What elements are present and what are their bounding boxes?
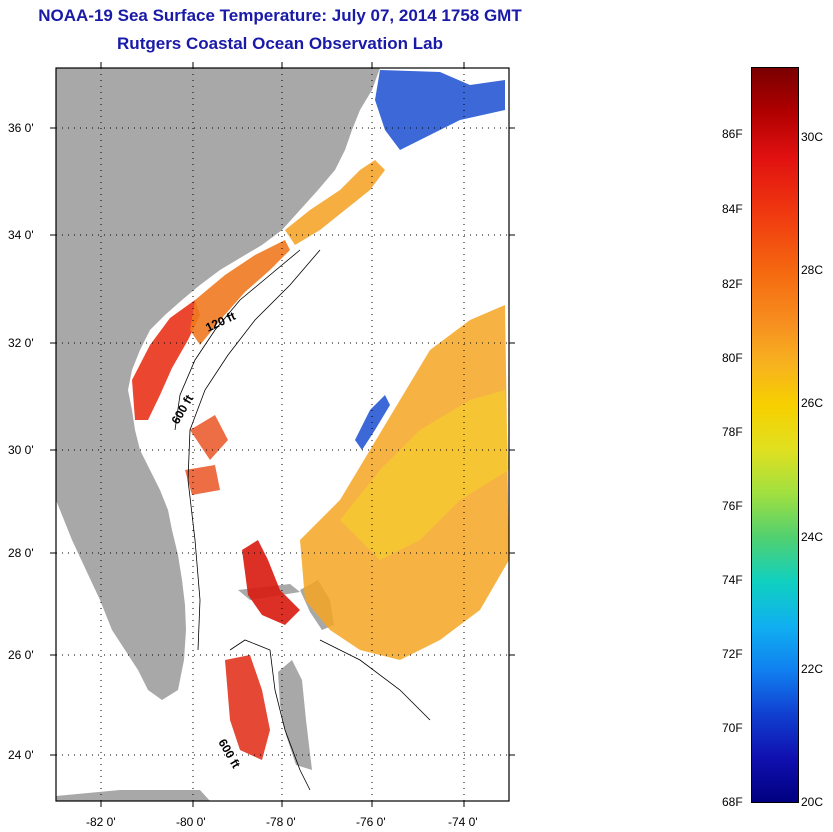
colorbar-label-68f: 68F (722, 795, 743, 809)
isobath-600ft (187, 249, 321, 651)
colorbar-label-20c: 20C (801, 795, 824, 809)
lon-label-74: -74 0' (448, 815, 478, 829)
sst-scatter-north (185, 415, 228, 495)
colorbar-label-82f: 82F (722, 277, 743, 291)
colorbar-label-86f: 86F (722, 127, 743, 141)
colorbar-label-30c: 30C (801, 130, 824, 144)
isobath-120ft (174, 249, 301, 431)
land-andros (278, 660, 312, 770)
sst-open-ocean-yellow (340, 390, 509, 560)
sst-coastal-warm (132, 300, 200, 420)
colorbar-label-80f: 80F (722, 351, 743, 365)
sst-bahamas-red (242, 540, 300, 625)
temperature-colorbar (751, 67, 799, 803)
map-subtitle: Rutgers Coastal Ocean Observation Lab (117, 34, 443, 53)
lon-label-78: -78 0' (266, 815, 296, 829)
colorbar-label-84f: 84F (722, 202, 743, 216)
lon-label-82: -82 0' (86, 815, 116, 829)
colorbar-label-76f: 76F (722, 499, 743, 513)
sst-ne-band (285, 160, 385, 245)
land-mainland (56, 68, 380, 700)
lon-label-80: -80 0' (176, 815, 206, 829)
sst-bank-red (225, 655, 270, 760)
lat-label-34: 34 0' (8, 228, 34, 242)
colorbar-label-74f: 74F (722, 573, 743, 587)
colorbar-label-24c: 24C (801, 530, 824, 544)
sst-ne-cool (375, 70, 505, 150)
lon-label-76: -76 0' (356, 815, 386, 829)
graticule (56, 68, 509, 801)
colorbar-label-72f: 72F (722, 647, 743, 661)
ticks (50, 62, 515, 807)
colorbar-label-26c: 26C (801, 396, 824, 410)
lat-label-26: 26 0' (8, 648, 34, 662)
map-title: NOAA-19 Sea Surface Temperature: July 07… (38, 6, 522, 25)
colorbar-label-28c: 28C (801, 263, 824, 277)
colorbar-label-70f: 70F (722, 721, 743, 735)
lat-label-30: 30 0' (8, 443, 34, 457)
sst-coastal-orange (190, 240, 290, 345)
lat-label-36: 36 0' (8, 121, 34, 135)
lat-label-32: 32 0' (8, 336, 34, 350)
colorbar-label-22c: 22C (801, 662, 824, 676)
isobath-bahamas (229, 639, 431, 791)
colorbar-label-78f: 78F (722, 425, 743, 439)
land-cuba-edge (56, 790, 210, 801)
lat-label-24: 24 0' (8, 748, 34, 762)
lat-label-28: 28 0' (8, 546, 34, 560)
